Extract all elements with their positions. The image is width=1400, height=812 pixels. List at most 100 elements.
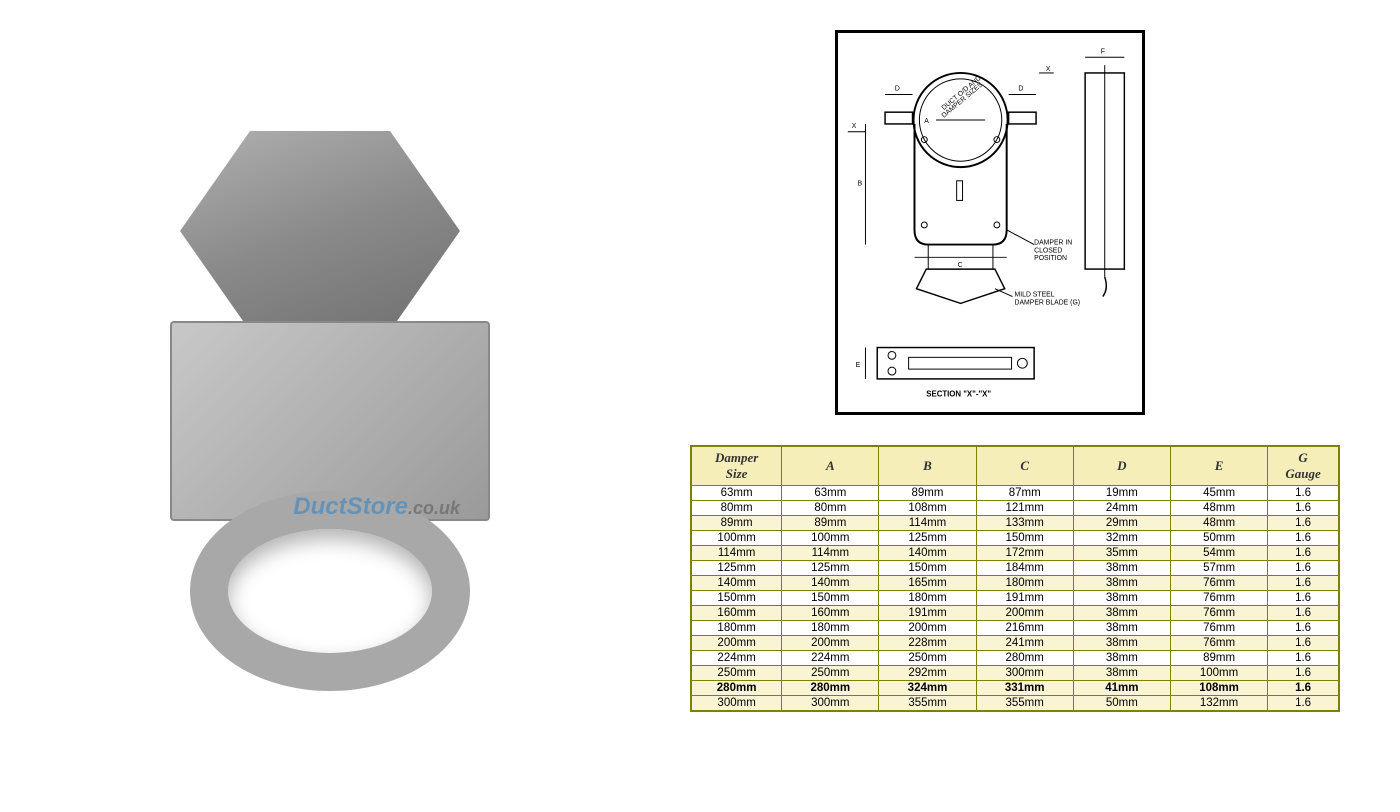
table-cell: 331mm bbox=[976, 681, 1073, 696]
table-cell: 32mm bbox=[1073, 531, 1170, 546]
table-cell: 180mm bbox=[782, 621, 879, 636]
diagram-svg: D D X A B X C DUCT O/D AND bbox=[838, 33, 1142, 412]
table-cell: 80mm bbox=[782, 501, 879, 516]
table-row: 180mm180mm200mm216mm38mm76mm1.6 bbox=[691, 621, 1339, 636]
table-cell: 108mm bbox=[1170, 681, 1267, 696]
table-cell: 125mm bbox=[782, 561, 879, 576]
table-cell: 292mm bbox=[879, 666, 976, 681]
table-row: 250mm250mm292mm300mm38mm100mm1.6 bbox=[691, 666, 1339, 681]
table-cell: 133mm bbox=[976, 516, 1073, 531]
table-cell: 114mm bbox=[879, 516, 976, 531]
table-cell: 125mm bbox=[691, 561, 782, 576]
table-cell: 38mm bbox=[1073, 621, 1170, 636]
table-cell: 24mm bbox=[1073, 501, 1170, 516]
table-row: 160mm160mm191mm200mm38mm76mm1.6 bbox=[691, 606, 1339, 621]
table-header-cell: DamperSize bbox=[691, 446, 782, 486]
table-cell: 1.6 bbox=[1268, 651, 1339, 666]
table-cell: 324mm bbox=[879, 681, 976, 696]
table-cell: 140mm bbox=[879, 546, 976, 561]
table-cell: 200mm bbox=[691, 636, 782, 651]
table-cell: 1.6 bbox=[1268, 561, 1339, 576]
table-row: 140mm140mm165mm180mm38mm76mm1.6 bbox=[691, 576, 1339, 591]
table-cell: 57mm bbox=[1170, 561, 1267, 576]
svg-text:E: E bbox=[856, 362, 861, 369]
table-cell: 200mm bbox=[879, 621, 976, 636]
table-cell: 35mm bbox=[1073, 546, 1170, 561]
svg-text:X: X bbox=[1046, 66, 1051, 73]
table-cell: 280mm bbox=[691, 681, 782, 696]
table-header-cell: A bbox=[782, 446, 879, 486]
svg-text:A: A bbox=[924, 118, 929, 125]
table-cell: 63mm bbox=[691, 486, 782, 501]
svg-text:MILD STEEL: MILD STEEL bbox=[1015, 292, 1055, 299]
table-cell: 38mm bbox=[1073, 636, 1170, 651]
right-panel: D D X A B X C DUCT O/D AND bbox=[640, 0, 1400, 812]
table-cell: 41mm bbox=[1073, 681, 1170, 696]
table-cell: 121mm bbox=[976, 501, 1073, 516]
table-cell: 38mm bbox=[1073, 561, 1170, 576]
table-cell: 150mm bbox=[782, 591, 879, 606]
table-cell: 89mm bbox=[782, 516, 879, 531]
table-cell: 180mm bbox=[691, 621, 782, 636]
table-cell: 1.6 bbox=[1268, 591, 1339, 606]
table-cell: 280mm bbox=[976, 651, 1073, 666]
table-header-cell: D bbox=[1073, 446, 1170, 486]
table-cell: 1.6 bbox=[1268, 516, 1339, 531]
table-cell: 140mm bbox=[691, 576, 782, 591]
table-cell: 54mm bbox=[1170, 546, 1267, 561]
table-cell: 76mm bbox=[1170, 576, 1267, 591]
svg-text:DAMPER IN: DAMPER IN bbox=[1034, 240, 1072, 247]
svg-text:X: X bbox=[852, 123, 857, 130]
table-cell: 1.6 bbox=[1268, 606, 1339, 621]
table-cell: 1.6 bbox=[1268, 696, 1339, 712]
table-cell: 132mm bbox=[1170, 696, 1267, 712]
table-cell: 150mm bbox=[879, 561, 976, 576]
damper-plate-shape bbox=[180, 131, 460, 331]
table-row: 150mm150mm180mm191mm38mm76mm1.6 bbox=[691, 591, 1339, 606]
table-cell: 250mm bbox=[782, 666, 879, 681]
table-header: DamperSizeABCDEGGauge bbox=[691, 446, 1339, 486]
table-cell: 200mm bbox=[976, 606, 1073, 621]
table-cell: 300mm bbox=[691, 696, 782, 712]
table-cell: 19mm bbox=[1073, 486, 1170, 501]
table-cell: 29mm bbox=[1073, 516, 1170, 531]
table-cell: 50mm bbox=[1073, 696, 1170, 712]
table-cell: 355mm bbox=[976, 696, 1073, 712]
table-row: 100mm100mm125mm150mm32mm50mm1.6 bbox=[691, 531, 1339, 546]
specifications-table: DamperSizeABCDEGGauge 63mm63mm89mm87mm19… bbox=[690, 445, 1340, 712]
table-cell: 38mm bbox=[1073, 651, 1170, 666]
table-cell: 50mm bbox=[1170, 531, 1267, 546]
table-cell: 280mm bbox=[782, 681, 879, 696]
table-cell: 160mm bbox=[691, 606, 782, 621]
table-row: 200mm200mm228mm241mm38mm76mm1.6 bbox=[691, 636, 1339, 651]
table-cell: 1.6 bbox=[1268, 546, 1339, 561]
watermark: DuctStore.co.uk bbox=[293, 493, 460, 521]
table-cell: 172mm bbox=[976, 546, 1073, 561]
svg-text:D: D bbox=[1018, 86, 1023, 93]
table-cell: 114mm bbox=[691, 546, 782, 561]
table-cell: 76mm bbox=[1170, 621, 1267, 636]
table-header-cell: GGauge bbox=[1268, 446, 1339, 486]
table-cell: 38mm bbox=[1073, 591, 1170, 606]
damper-ring-shape bbox=[190, 491, 470, 691]
table-cell: 355mm bbox=[879, 696, 976, 712]
table-cell: 38mm bbox=[1073, 666, 1170, 681]
table-cell: 1.6 bbox=[1268, 576, 1339, 591]
table-cell: 228mm bbox=[879, 636, 976, 651]
table-cell: 241mm bbox=[976, 636, 1073, 651]
table-row: 224mm224mm250mm280mm38mm89mm1.6 bbox=[691, 651, 1339, 666]
table-cell: 1.6 bbox=[1268, 486, 1339, 501]
svg-text:SECTION "X"-"X": SECTION "X"-"X" bbox=[926, 390, 991, 399]
table-cell: 250mm bbox=[879, 651, 976, 666]
table-cell: 160mm bbox=[782, 606, 879, 621]
table-cell: 1.6 bbox=[1268, 501, 1339, 516]
table-cell: 300mm bbox=[976, 666, 1073, 681]
svg-text:C: C bbox=[958, 262, 963, 269]
table-cell: 76mm bbox=[1170, 591, 1267, 606]
table-header-cell: B bbox=[879, 446, 976, 486]
table-cell: 191mm bbox=[976, 591, 1073, 606]
table-cell: 180mm bbox=[976, 576, 1073, 591]
table-body: 63mm63mm89mm87mm19mm45mm1.680mm80mm108mm… bbox=[691, 486, 1339, 712]
table-cell: 114mm bbox=[782, 546, 879, 561]
table-row: 280mm280mm324mm331mm41mm108mm1.6 bbox=[691, 681, 1339, 696]
